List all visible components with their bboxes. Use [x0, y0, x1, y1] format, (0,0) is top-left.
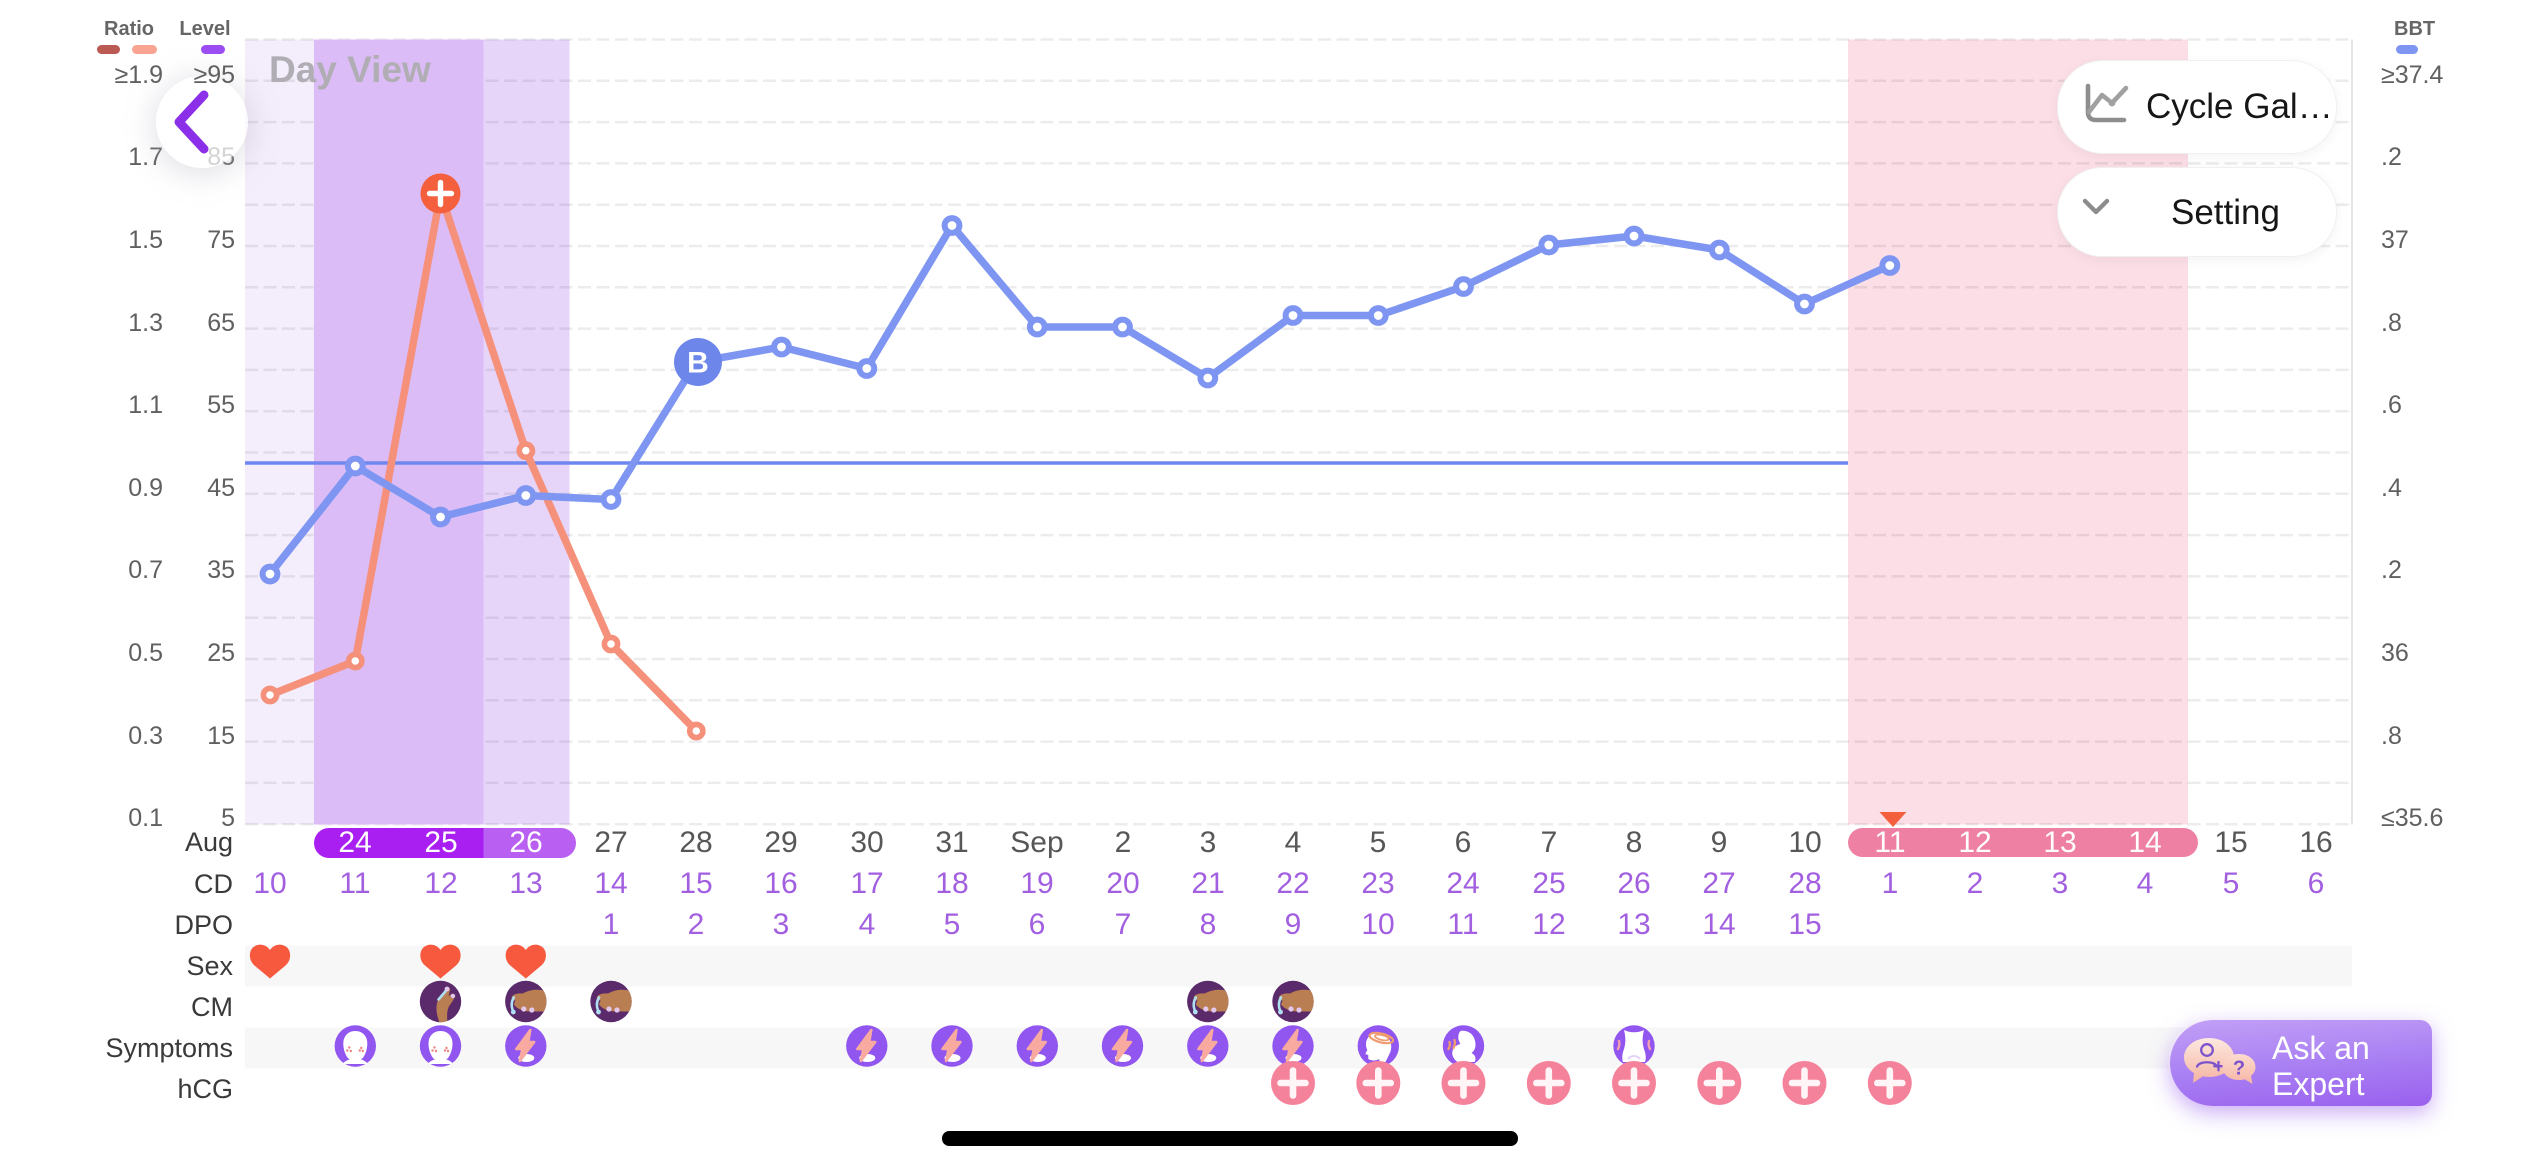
- svg-text:?: ?: [2233, 1058, 2245, 1080]
- svg-text:B: B: [687, 347, 709, 380]
